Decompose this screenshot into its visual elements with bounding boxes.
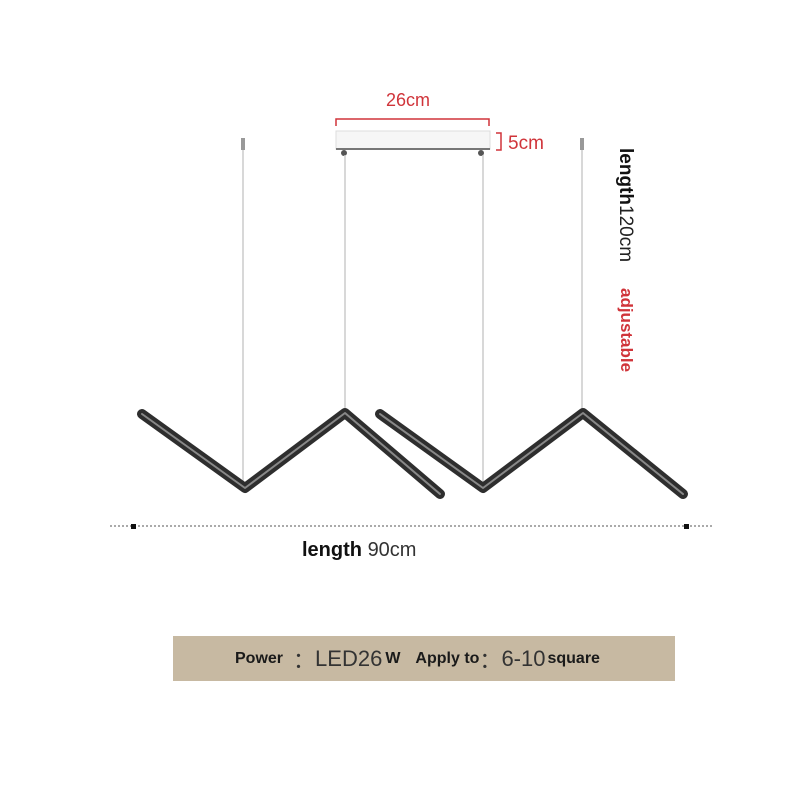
cable-length-label: length120cm <box>614 148 636 262</box>
power-unit: W <box>385 649 401 667</box>
cable-anchor <box>580 138 584 150</box>
ceiling-canopy <box>335 130 491 150</box>
cable-length-title: length <box>615 148 636 205</box>
fixture-length-title: length <box>302 539 362 561</box>
spec-bar: Power ： LED26 W Apply to ： 6-10 square <box>173 636 675 681</box>
adjustable-label: adjustable <box>617 288 636 373</box>
power-separator: ： <box>293 647 316 673</box>
cable-length-value: 120cm <box>615 205 636 263</box>
power-value: LED26 <box>315 645 383 671</box>
canopy-width-label: 26cm <box>386 90 431 110</box>
suspension-cables <box>242 150 583 484</box>
cable-anchor <box>241 138 245 150</box>
fixture-length-label: length 90cm <box>302 539 416 562</box>
apply-separator: ： <box>479 647 502 673</box>
fixture-length-value: 90cm <box>367 539 417 561</box>
canopy-dimension-marker <box>335 118 502 151</box>
canopy-height-label: 5cm <box>508 133 544 154</box>
apply-value: 6-10 <box>501 645 546 671</box>
power-label: Power <box>235 649 284 667</box>
apply-label: Apply to <box>415 649 480 667</box>
apply-unit: square <box>547 649 600 667</box>
